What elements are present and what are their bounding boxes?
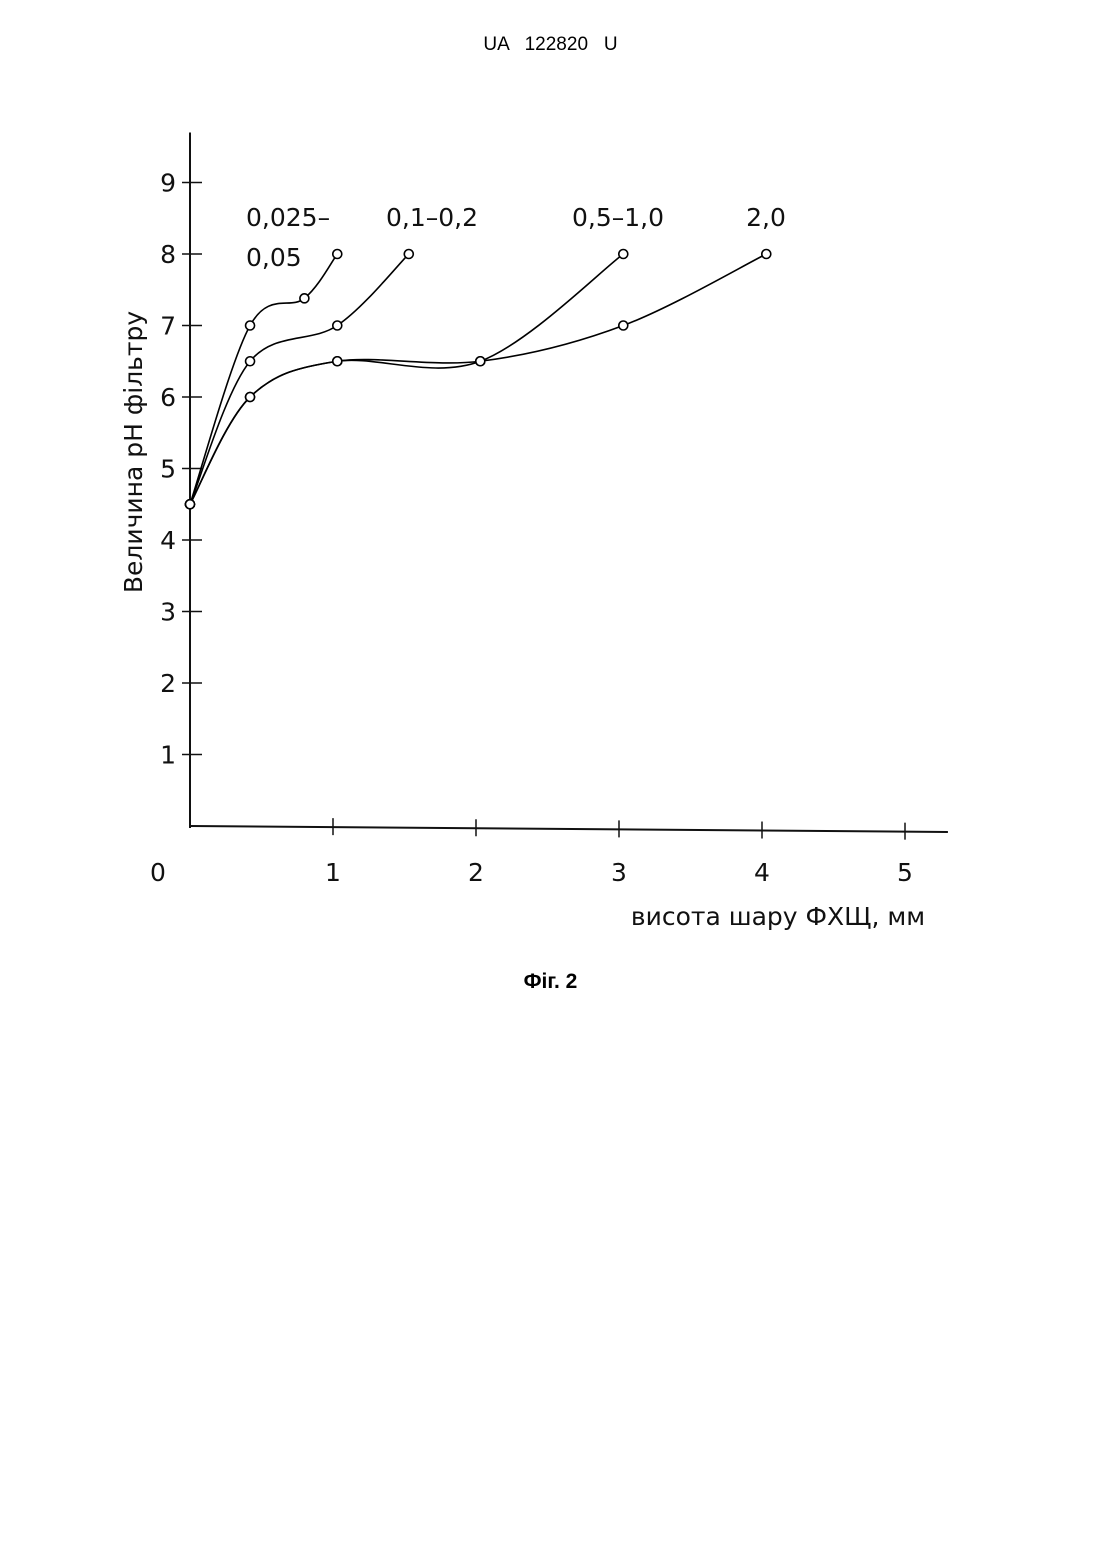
series-label: 2,0	[706, 198, 826, 238]
series-line	[190, 254, 623, 504]
x-axis-label: висота шару ФХЩ, мм	[631, 902, 925, 931]
marker	[619, 250, 628, 259]
marker	[333, 321, 342, 330]
y-tick-label: 7	[160, 312, 176, 341]
y-tick-label: 5	[160, 455, 176, 484]
chart: 1 2 3 4 5 6 7 8 9 0 1 2 3 4 5 Величина pH фільтру висота…	[0, 0, 1101, 1557]
y-tick-label: 1	[160, 741, 176, 770]
marker	[300, 294, 309, 303]
series-label: 0,025–0,05	[246, 198, 341, 278]
marker	[619, 321, 628, 330]
x-axis	[190, 826, 948, 832]
marker	[246, 321, 255, 330]
marker	[404, 250, 413, 259]
marker	[246, 393, 255, 402]
y-tick-label: 3	[160, 598, 176, 627]
marker	[186, 500, 195, 509]
marker	[476, 357, 485, 366]
series-line	[190, 254, 337, 504]
series-label: 0,5–1,0	[558, 198, 678, 238]
x-tick-label: 4	[754, 858, 770, 887]
marker	[333, 357, 342, 366]
x-tick-label: 3	[611, 858, 627, 887]
series-label: 0,1–0,2	[372, 198, 492, 238]
y-tick-label: 2	[160, 669, 176, 698]
marker	[246, 357, 255, 366]
y-axis-label: Величина pH фільтру	[119, 311, 148, 593]
series-line	[190, 254, 766, 504]
marker	[762, 250, 771, 259]
x-tick-label: 1	[325, 858, 341, 887]
x-tick-label: 5	[897, 858, 913, 887]
y-tick-label: 4	[160, 526, 176, 555]
x-tick-label: 2	[468, 858, 484, 887]
caption: Фіг. 2	[0, 970, 1101, 994]
y-tick-label: 9	[160, 169, 176, 198]
y-tick-label: 6	[160, 383, 176, 412]
y-tick-label: 8	[160, 240, 176, 269]
page: UA 122820 U 123456789012345Величина pH ф…	[0, 0, 1101, 1557]
series-line	[190, 254, 409, 504]
x-tick-label: 0	[150, 858, 166, 887]
